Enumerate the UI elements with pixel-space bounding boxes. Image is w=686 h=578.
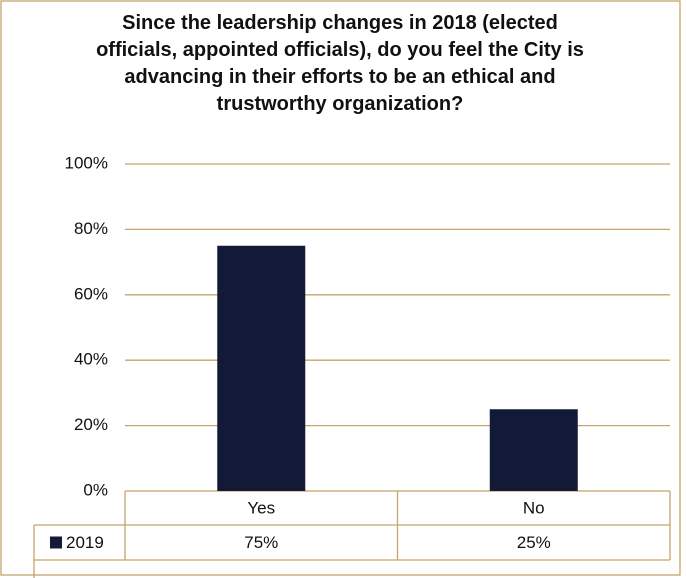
y-tick-label: 20% (74, 415, 108, 434)
x-tick-label: No (523, 498, 545, 517)
chart-title: Since the leadership changes in 2018 (el… (96, 12, 584, 115)
bar (217, 245, 306, 491)
table-value: 25% (517, 533, 551, 552)
x-tick-label: Yes (247, 498, 275, 517)
table-value: 75% (244, 533, 278, 552)
y-tick-label: 80% (74, 219, 108, 238)
bar (489, 409, 578, 491)
legend-swatch (50, 536, 62, 549)
y-tick-label: 0% (83, 480, 108, 499)
legend-label: 2019 (66, 533, 104, 552)
y-tick-label: 40% (74, 350, 108, 369)
y-tick-label: 100% (65, 153, 108, 172)
y-tick-label: 60% (74, 284, 108, 303)
